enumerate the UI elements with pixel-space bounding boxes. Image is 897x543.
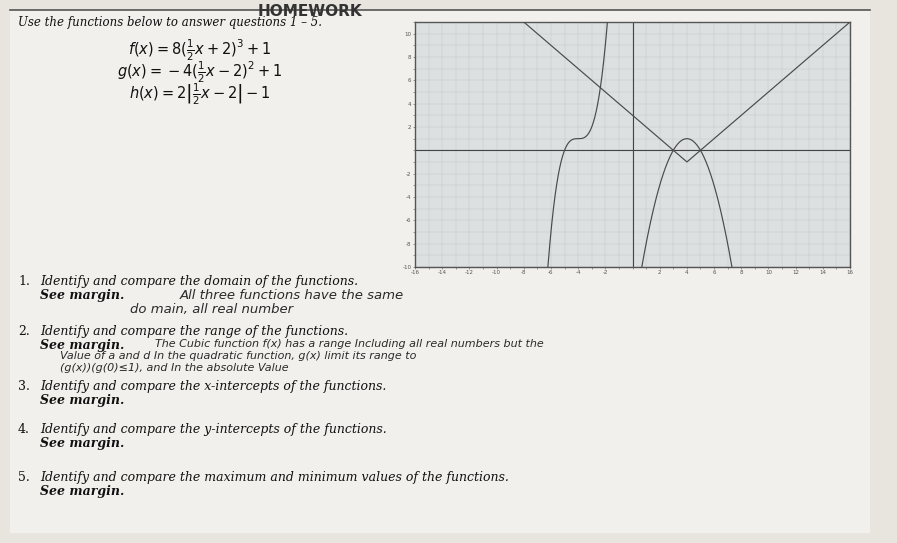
Text: Identify and compare the domain of the functions.: Identify and compare the domain of the f… [40,275,358,288]
Text: $h(x) = 2\left|\frac{1}{2}x - 2\right| - 1$: $h(x) = 2\left|\frac{1}{2}x - 2\right| -… [129,82,271,108]
Text: Identify and compare the range of the functions.: Identify and compare the range of the fu… [40,325,348,338]
Text: do main, all real number: do main, all real number [130,303,293,316]
Text: Identify and compare the maximum and minimum values of the functions.: Identify and compare the maximum and min… [40,471,509,484]
Text: 3.: 3. [18,380,30,393]
Text: $g(x) = -4(\frac{1}{2}x - 2)^2 + 1$: $g(x) = -4(\frac{1}{2}x - 2)^2 + 1$ [118,60,283,85]
Text: The Cubic function f(x) has a range Including all real numbers but the: The Cubic function f(x) has a range Incl… [155,339,544,349]
Text: Identify and compare the y-intercepts of the functions.: Identify and compare the y-intercepts of… [40,423,387,436]
Text: Identify and compare the x-intercepts of the functions.: Identify and compare the x-intercepts of… [40,380,387,393]
Text: 5.: 5. [18,471,30,484]
Text: 1.: 1. [18,275,30,288]
Text: See margin.: See margin. [40,437,125,450]
Text: HOMEWORK: HOMEWORK [257,4,362,19]
Text: See margin.: See margin. [40,339,125,352]
Text: (g(x))(g(0)≤1), and In the absolute Value: (g(x))(g(0)≤1), and In the absolute Valu… [60,363,289,373]
Text: Use the functions below to answer questions 1 – 5.: Use the functions below to answer questi… [18,16,322,29]
Text: See margin.: See margin. [40,394,125,407]
Text: Value of a and d In the quadratic function, g(x) limit its range to: Value of a and d In the quadratic functi… [60,351,416,361]
Text: See margin.: See margin. [40,289,125,302]
Text: All three functions have the same: All three functions have the same [180,289,405,302]
Text: See margin.: See margin. [40,485,125,498]
Text: 4.: 4. [18,423,30,436]
Text: $f(x) = 8(\frac{1}{2}x + 2)^3 + 1$: $f(x) = 8(\frac{1}{2}x + 2)^3 + 1$ [128,38,272,64]
Text: 2.: 2. [18,325,30,338]
